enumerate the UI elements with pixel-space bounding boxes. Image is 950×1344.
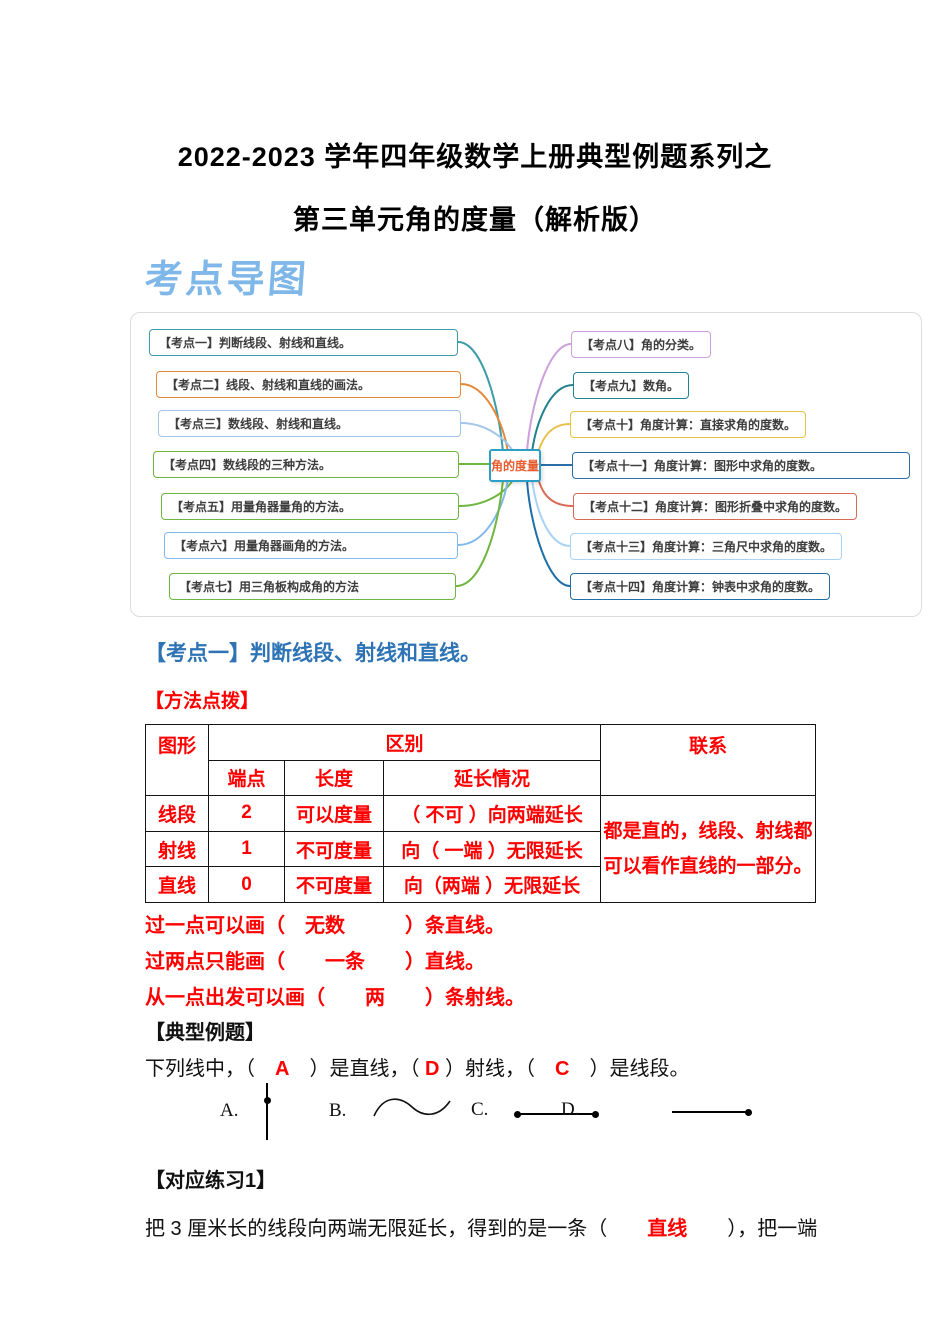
table-header-difference: 区别 bbox=[207, 724, 602, 761]
doc-title-line1: 2022-2023 学年四年级数学上册典型例题系列之 bbox=[177, 142, 773, 172]
mindmap-branch-line bbox=[526, 343, 572, 453]
method-label: 【方法点拨】 bbox=[145, 691, 260, 712]
doc-title-line2: 第三单元角的度量（解析版） bbox=[293, 205, 657, 235]
answer-text: C bbox=[555, 1058, 570, 1080]
table-row: 射线 1 不可度量 向（ 一端 ）无限延长 bbox=[145, 830, 816, 868]
mindmap: 角的度量 【考点一】判断线段、射线和直线。 【考点二】线段、射线和直线的画法。 【考… bbox=[130, 312, 922, 617]
mindmap-topic-left-1: 【考点一】判断线段、射线和直线。 bbox=[149, 329, 458, 356]
mindmap-topic-left-5: 【考点五】用量角器量角的方法。 bbox=[161, 493, 459, 520]
option-label-c: C. bbox=[471, 1099, 489, 1120]
option-label-b: B. bbox=[329, 1100, 347, 1121]
mindmap-connector-lines bbox=[455, 341, 574, 587]
figure-a-point bbox=[263, 1096, 271, 1104]
figure-a-line bbox=[266, 1083, 268, 1140]
mindmap-branch-line bbox=[457, 341, 504, 453]
option-label-d: D. bbox=[561, 1099, 580, 1120]
mindmap-branch-line bbox=[458, 477, 515, 507]
note-line: 从一点出发可以画（ 两 ）条射线。 bbox=[145, 987, 525, 1009]
mindmap-topic-left-7: 【考点七】用三角板构成角的方法 bbox=[169, 573, 456, 600]
mindmap-topic-right-7: 【考点十四】角度计算：钟表中求角的度数。 bbox=[570, 573, 831, 600]
table-header-shape: 图形 bbox=[145, 723, 209, 797]
table-header-length: 长度 bbox=[284, 759, 384, 797]
figure-c-endpoint-right bbox=[591, 1110, 599, 1118]
practice-heading: 【对应练习1】 bbox=[145, 1170, 277, 1192]
mindmap-topic-right-2: 【考点九】数角。 bbox=[573, 372, 690, 399]
option-label-a: A. bbox=[220, 1100, 239, 1121]
mindmap-center-node: 角的度量 bbox=[489, 449, 541, 482]
mindmap-branch-line bbox=[531, 384, 574, 453]
figure-d-ray bbox=[672, 1111, 748, 1113]
mindmap-branch-line bbox=[457, 478, 509, 546]
summary-table: 图形 区别 联系 端点 长度 延长情况 线段 2 可以度量 （ 不可 ）向两端延… bbox=[145, 723, 817, 903]
mindmap-topic-left-3: 【考点三】数线段、射线和直线。 bbox=[158, 410, 461, 437]
figure-b-curve bbox=[373, 1098, 451, 1117]
mindmap-topic-right-5: 【考点十二】角度计算：图形折叠中求角的度数。 bbox=[573, 493, 858, 520]
mindmap-branch-line bbox=[460, 422, 515, 454]
mindmap-branch-line bbox=[526, 479, 571, 587]
table-header-relation: 联系 bbox=[600, 723, 817, 797]
answer-text: D bbox=[425, 1058, 440, 1080]
map-section-header: 考点导图 bbox=[143, 259, 311, 301]
table-relation-cell: 都是直的，线段、射线都可以看作直线的一部分。 bbox=[600, 795, 817, 903]
mindmap-topic-right-3: 【考点十】角度计算：直接求角的度数。 bbox=[570, 411, 807, 438]
mindmap-topic-right-4: 【考点十一】角度计算：图形中求角的度数。 bbox=[572, 452, 910, 479]
table-row: 直线 0 不可度量 向（两端 ）无限延长 bbox=[145, 866, 816, 903]
mindmap-branch-line bbox=[537, 477, 574, 507]
example-question: 下列线中，（ A ）是直线，（ D ）射线，（ C ）是线段。 bbox=[145, 1058, 690, 1080]
example-heading: 【典型例题】 bbox=[145, 1022, 265, 1044]
table-header-extension: 延长情况 bbox=[382, 759, 602, 797]
answer-text: 直线 bbox=[647, 1218, 688, 1240]
answer-text: A bbox=[275, 1058, 290, 1080]
mindmap-branch-line bbox=[537, 423, 571, 454]
mindmap-topic-left-4: 【考点四】数线段的三种方法。 bbox=[153, 451, 459, 478]
figure-d-endpoint bbox=[744, 1108, 752, 1116]
mindmap-branch-line bbox=[455, 479, 504, 587]
note-line: 过一点可以画（ 无数 ）条直线。 bbox=[145, 915, 505, 937]
table-header-endpoints: 端点 bbox=[208, 759, 285, 797]
mindmap-topic-right-6: 【考点十三】角度计算：三角尺中求角的度数。 bbox=[570, 533, 843, 560]
note-line: 过两点只能画（ 一条 ）直线。 bbox=[145, 951, 485, 973]
mindmap-topic-right-1: 【考点八】角的分类。 bbox=[571, 331, 712, 358]
mindmap-branch-line bbox=[531, 478, 571, 547]
practice-text: 把 3 厘米长的线段向两端无限延长，得到的是一条（ 直线 ），把一端 bbox=[145, 1218, 818, 1240]
figure-c-endpoint-left bbox=[513, 1110, 521, 1118]
figure-c-segment bbox=[517, 1113, 595, 1115]
table-row: 线段 2 可以度量 （ 不可 ）向两端延长 都是直的，线段、射线都可以看作直线的… bbox=[145, 795, 817, 903]
mindmap-topic-left-6: 【考点六】用量角器画角的方法。 bbox=[164, 532, 458, 559]
mindmap-topic-left-2: 【考点二】线段、射线和直线的画法。 bbox=[156, 371, 461, 398]
section-heading: 【考点一】判断线段、射线和直线。 bbox=[145, 642, 481, 665]
